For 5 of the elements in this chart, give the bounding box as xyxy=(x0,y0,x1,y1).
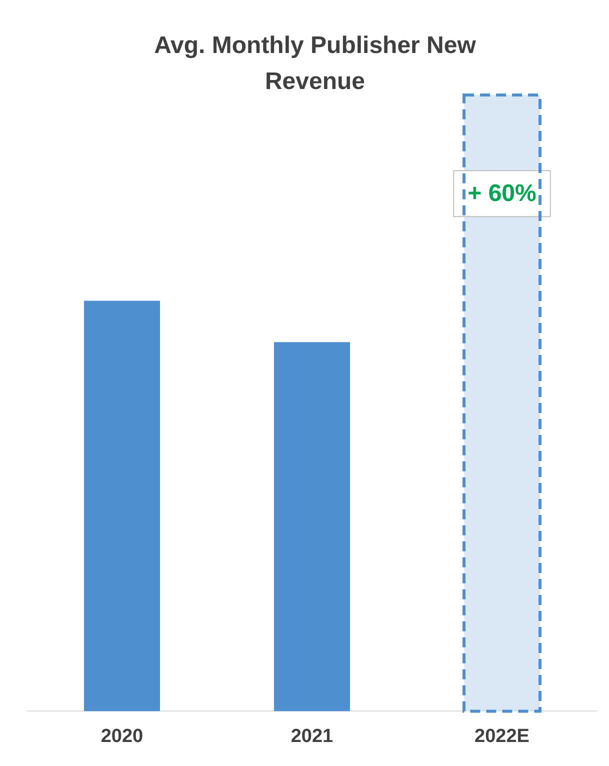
x-tick-label: 2020 xyxy=(100,726,144,747)
chart-title: Avg. Monthly Publisher New Revenue xyxy=(153,31,477,97)
x-tick-label: 2021 xyxy=(290,726,334,747)
x-tick-label: 2022E xyxy=(474,726,530,747)
annotation: + 60% xyxy=(468,180,536,208)
